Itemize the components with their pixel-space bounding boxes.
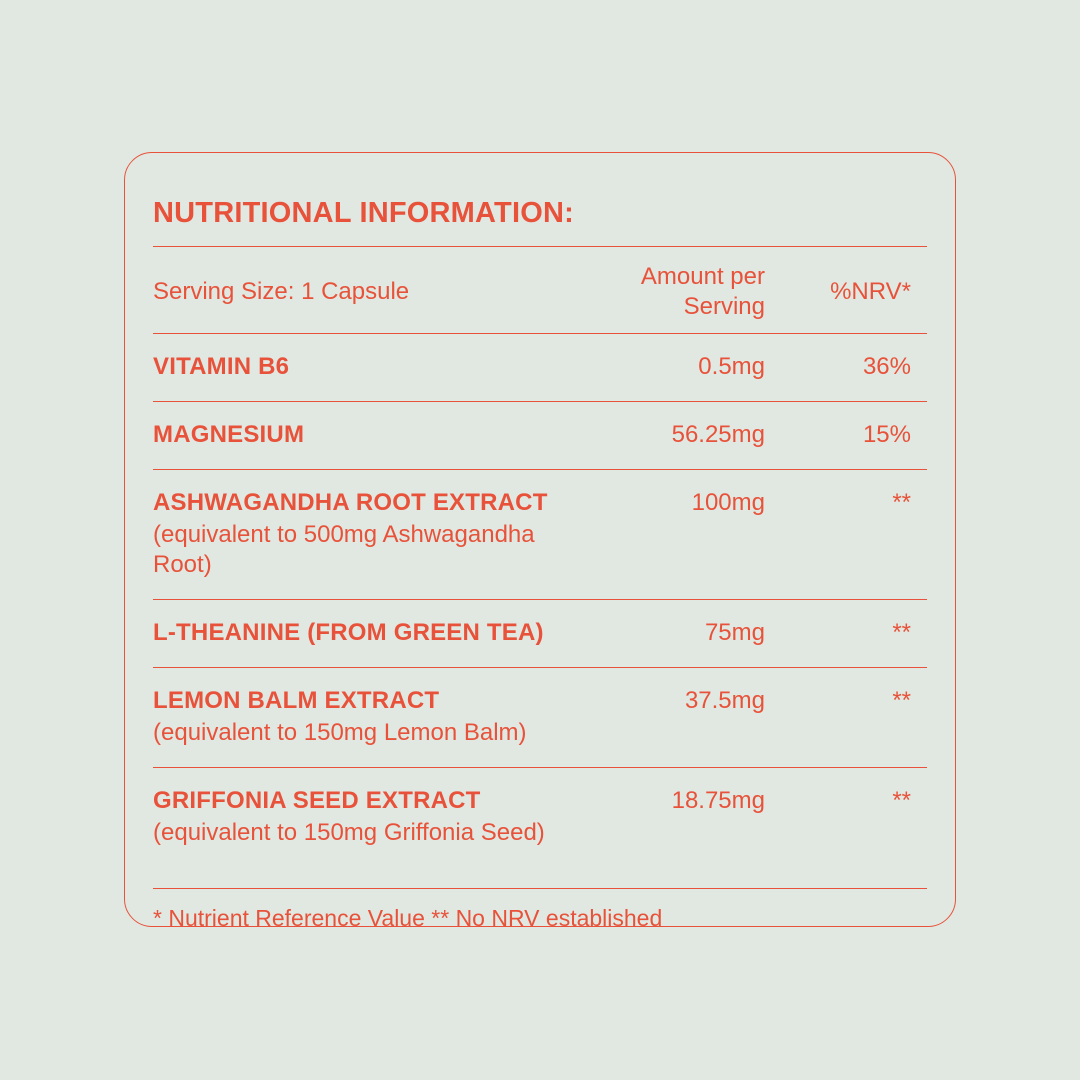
ingredient-note: (equivalent to 150mg Griffonia Seed) <box>153 819 545 846</box>
ingredient-amount: 56.25mg <box>671 421 765 448</box>
footnote: * Nutrient Reference Value ** No NRV est… <box>153 905 663 931</box>
ingredient-nrv: ** <box>892 687 911 714</box>
serving-size-label: Serving Size: 1 Capsule <box>153 278 410 305</box>
ingredient-nrv: ** <box>892 787 911 814</box>
ingredient-note: (equivalent to 150mg Lemon Balm) <box>153 719 527 746</box>
amount-column-header: Amount per Serving <box>640 263 765 320</box>
table-row-vitamin-b6: VITAMIN B6 0.5mg 36% <box>153 334 927 401</box>
divider <box>153 667 927 668</box>
ingredient-amount: 37.5mg <box>684 687 765 714</box>
table-row-magnesium: MAGNESIUM 56.25mg 15% <box>153 402 927 469</box>
table-row-griffonia: GRIFFONIA SEED EXTRACT (equivalent to 15… <box>153 768 927 888</box>
divider <box>153 767 927 768</box>
divider <box>153 333 927 334</box>
ingredient-nrv: 36% <box>862 353 911 380</box>
ingredient-amount: 100mg <box>691 489 765 516</box>
table-row-l-theanine: L-THEANINE (FROM GREEN TEA) 75mg ** <box>153 600 927 667</box>
nrv-column-header: %NRV* <box>830 278 911 305</box>
ingredient-nrv: ** <box>892 489 911 516</box>
ingredient-name: GRIFFONIA SEED EXTRACT <box>153 787 481 814</box>
ingredient-nrv: 15% <box>862 421 911 448</box>
ingredient-name: MAGNESIUM <box>153 421 305 448</box>
nutritional-information-panel: NUTRITIONAL INFORMATION: Serving Size: 1… <box>124 152 956 931</box>
ingredient-name: L-THEANINE (FROM GREEN TEA) <box>153 619 544 646</box>
ingredient-nrv: ** <box>892 619 911 646</box>
ingredient-amount: 18.75mg <box>671 787 765 814</box>
divider <box>153 599 927 600</box>
divider <box>153 469 927 470</box>
divider <box>153 246 927 247</box>
table-header-row: Serving Size: 1 Capsule Amount per Servi… <box>153 247 927 333</box>
table-row-ashwagandha: ASHWAGANDHA ROOT EXTRACT (equivalent to … <box>153 470 927 599</box>
panel-title: NUTRITIONAL INFORMATION: <box>153 197 574 229</box>
ingredient-name: ASHWAGANDHA ROOT EXTRACT <box>153 489 548 516</box>
ingredient-note: (equivalent to 500mg Ashwagandha Root) <box>153 521 535 578</box>
divider <box>153 888 927 889</box>
ingredient-name: LEMON BALM EXTRACT <box>153 687 440 714</box>
ingredient-amount: 0.5mg <box>698 353 765 380</box>
table-row-lemon-balm: LEMON BALM EXTRACT (equivalent to 150mg … <box>153 668 927 767</box>
ingredient-amount: 75mg <box>704 619 765 646</box>
divider <box>153 401 927 402</box>
ingredient-name: VITAMIN B6 <box>153 353 290 380</box>
